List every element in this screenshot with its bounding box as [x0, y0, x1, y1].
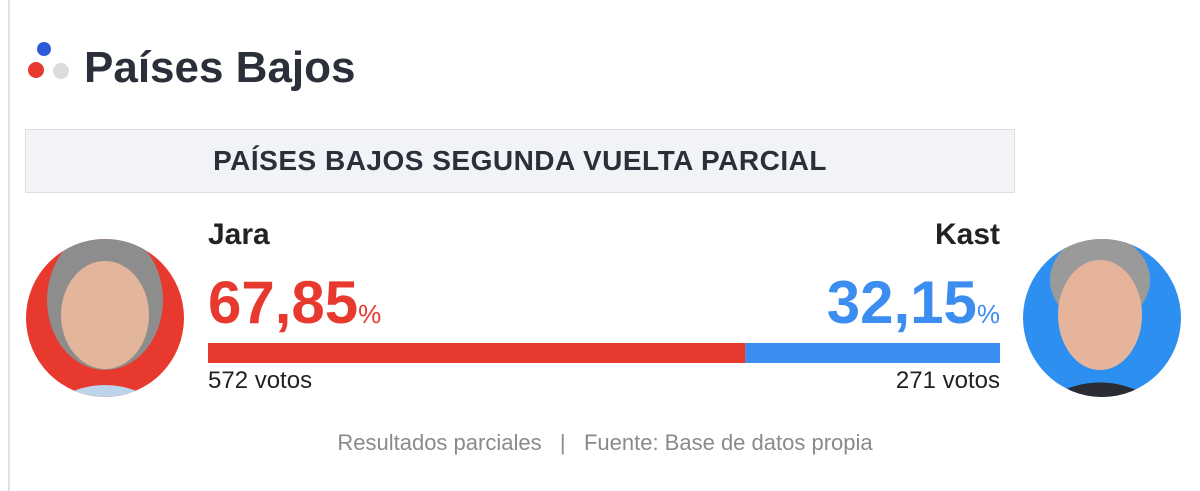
logo-dot	[28, 62, 44, 78]
percent-unit: %	[976, 299, 1000, 329]
candidate-name: Jara	[208, 218, 270, 251]
percent-value: 32,15	[826, 269, 977, 336]
logo-dot	[37, 42, 51, 56]
percent-unit: %	[358, 299, 382, 329]
title: Países Bajos	[84, 43, 356, 92]
percent-value: 67,85	[208, 269, 359, 336]
result-bar	[208, 343, 746, 363]
banner: PAÍSES BAJOS SEGUNDA VUELTA PARCIAL	[25, 129, 1015, 193]
percent: 67,85%	[208, 268, 381, 349]
votes: 572 votos	[208, 367, 313, 394]
percent: 32,15%	[827, 268, 1000, 349]
logo-dot	[53, 63, 69, 79]
frame	[8, 0, 1198, 491]
photo-jara	[26, 239, 184, 397]
footer: Resultados parciales | Fuente: Base de d…	[337, 430, 873, 455]
photo-kast	[1023, 239, 1181, 397]
votes: 271 votos	[895, 367, 1000, 394]
candidate-name: Kast	[934, 218, 1000, 251]
result-bar	[745, 343, 1000, 363]
